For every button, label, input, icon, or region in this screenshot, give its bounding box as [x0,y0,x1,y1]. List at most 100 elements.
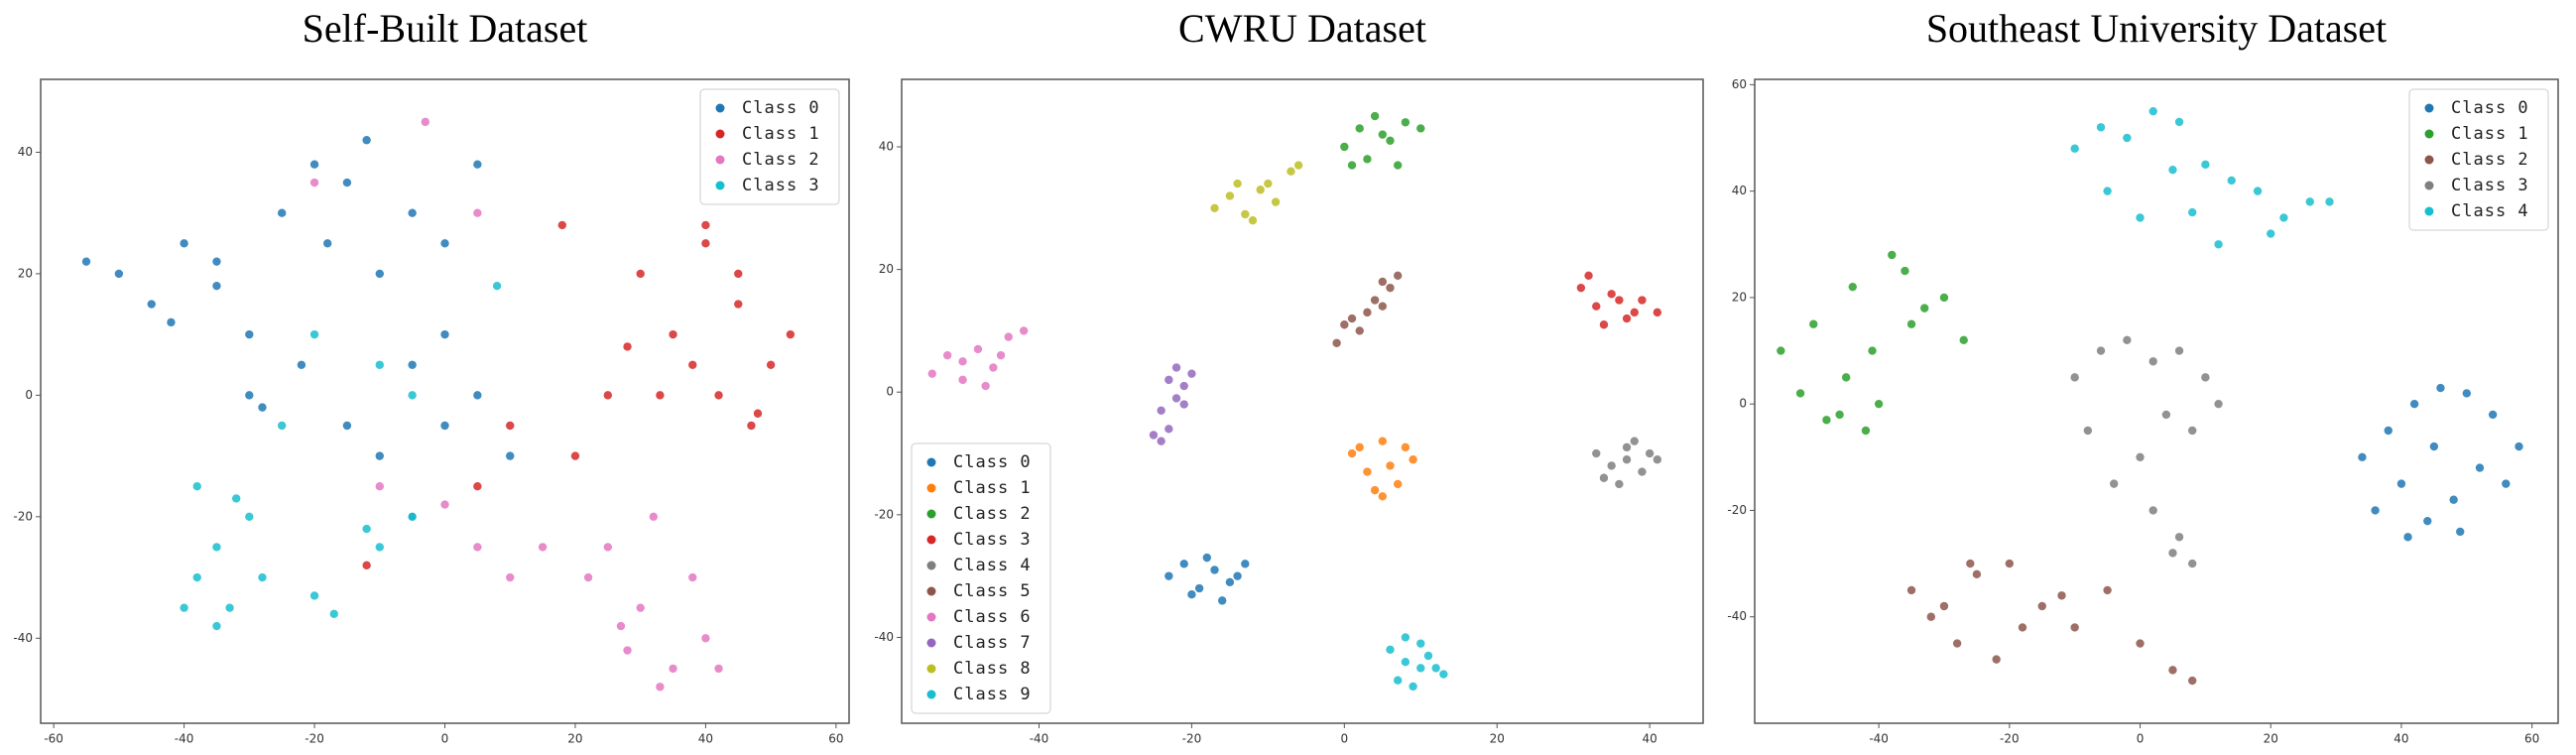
point [2167,548,2178,559]
point [2304,196,2315,207]
point [2357,452,2368,462]
point [374,450,385,461]
point [2187,676,2198,686]
point [1958,335,1969,345]
point [2174,117,2184,127]
legend-label: Class 6 [953,607,1032,627]
point [1645,448,1655,458]
point [1354,325,1365,336]
point [1583,270,1594,281]
point [1202,553,1212,563]
point [1808,318,1819,329]
x-tick-label: 20 [567,732,582,746]
point [1401,442,1411,452]
point [472,159,483,170]
legend-label: Class 8 [953,659,1032,679]
point [2135,212,2146,223]
point [1867,345,1878,356]
x-tick-label: 0 [1341,732,1349,746]
x-tick-label: 20 [2264,732,2278,746]
point [244,512,255,522]
point [622,341,633,352]
point [2200,160,2211,170]
point [1347,448,1357,458]
point [1362,308,1373,317]
point [1186,589,1197,600]
point [439,238,450,249]
point [191,572,202,582]
legend-label: Class 2 [953,504,1032,524]
y-tick-label: 40 [18,145,33,159]
point [277,207,287,218]
point [2135,452,2146,462]
x-tick-label: 0 [441,732,449,746]
point [1653,308,1662,317]
point [1906,318,1916,329]
point [616,621,626,631]
legend-label: Class 2 [742,150,820,170]
point [1347,314,1357,323]
point [2266,228,2276,239]
point [420,117,430,127]
point [1370,485,1380,495]
point [1209,203,1220,213]
point [1637,466,1648,477]
legend-marker [926,457,936,467]
point [2370,505,2381,516]
point [1415,638,1426,649]
point [1629,436,1640,446]
legend-marker [2424,103,2434,113]
legend-marker [926,638,936,648]
point [733,299,744,310]
point [1248,215,1258,225]
legend-marker [926,690,936,699]
point [2174,345,2184,356]
y-tick-label: 40 [879,139,894,153]
point [1393,479,1403,489]
point [2278,212,2289,223]
point [1965,559,1976,568]
point [1240,209,1251,219]
point [2475,462,2485,473]
legend-marker [2424,155,2434,165]
legend-label: Class 2 [2451,150,2529,170]
point [1393,160,1403,171]
point [1919,303,1930,314]
point [1194,583,1204,593]
legend-marker [926,664,936,674]
legend-marker [2424,206,2434,216]
point [713,390,724,401]
point [2056,590,2067,601]
point [1019,325,1029,336]
x-tick-label: 40 [698,732,713,746]
legend-marker [715,129,725,139]
point [980,381,991,391]
point [146,299,157,310]
point [766,359,776,370]
point [786,329,796,339]
x-tick-label: 0 [2137,732,2145,746]
point [114,269,124,279]
point [309,178,319,188]
point [1255,185,1266,195]
point [1225,190,1235,201]
point [996,350,1006,360]
point [1385,283,1396,293]
point [1331,337,1342,348]
point [635,602,646,613]
point [1926,611,1936,622]
legend-label: Class 0 [2451,98,2529,118]
point [1354,442,1365,452]
point [1240,559,1251,569]
point [649,512,659,522]
point [374,542,385,553]
legend-label: Class 3 [742,176,820,195]
x-tick-label: 60 [2524,732,2539,746]
point [1347,160,1357,171]
point [361,524,372,534]
legend-marker [715,103,725,113]
point [1906,585,1916,595]
point [1178,399,1189,410]
point [297,359,307,370]
legend-marker [926,509,936,519]
